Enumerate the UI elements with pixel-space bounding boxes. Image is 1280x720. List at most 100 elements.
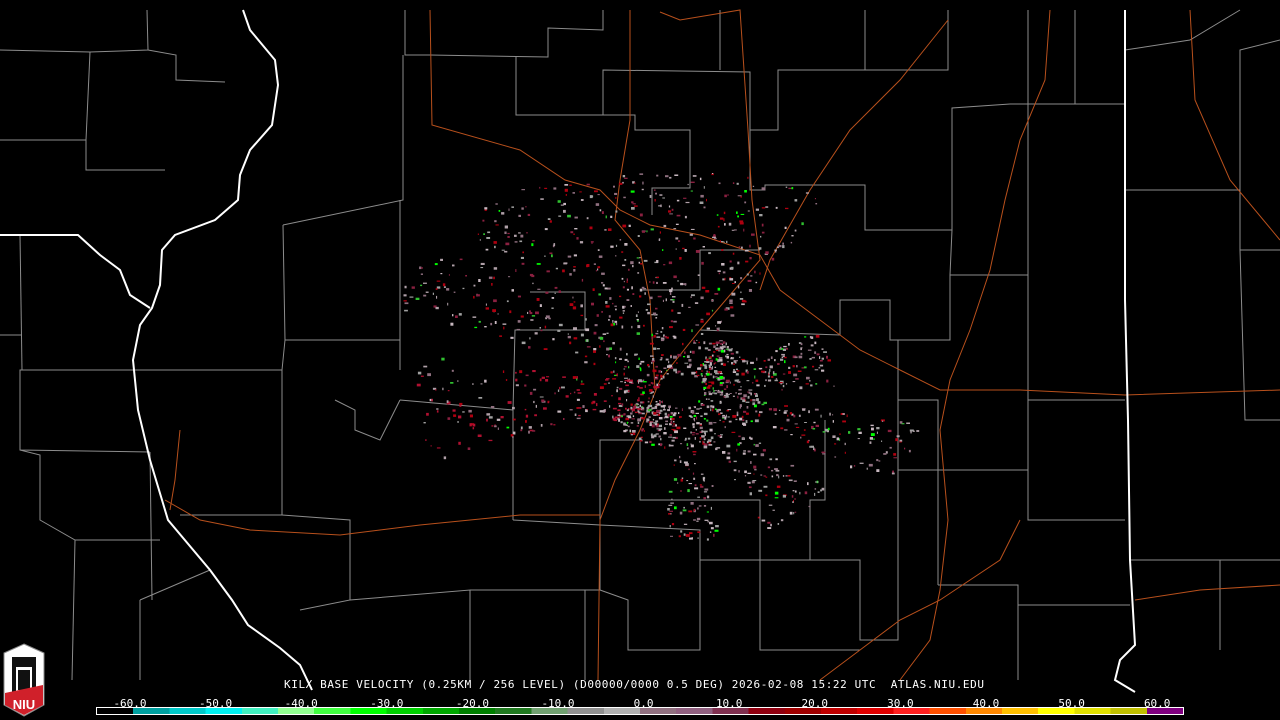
velocity-echo: [726, 240, 728, 243]
velocity-echo: [618, 397, 621, 401]
velocity-echo: [896, 435, 900, 438]
velocity-echo: [697, 367, 702, 370]
velocity-echo: [602, 410, 606, 413]
velocity-echo: [436, 447, 441, 449]
velocity-echo: [649, 392, 653, 394]
velocity-echo: [539, 396, 544, 398]
velocity-echo: [708, 364, 712, 366]
velocity-echo: [673, 336, 677, 339]
velocity-echo: [716, 329, 719, 332]
velocity-echo: [640, 401, 643, 404]
velocity-echo: [724, 426, 726, 429]
velocity-echo: [632, 203, 636, 205]
velocity-echo: [549, 220, 552, 223]
velocity-echo: [722, 417, 724, 419]
velocity-echo: [645, 309, 648, 311]
velocity-echo: [703, 418, 706, 420]
velocity-echo: [772, 509, 775, 511]
velocity-echo: [710, 506, 712, 510]
velocity-echo: [671, 439, 675, 442]
velocity-echo: [651, 407, 655, 410]
velocity-echo: [695, 412, 699, 414]
velocity-echo: [814, 488, 817, 490]
velocity-echo: [668, 444, 671, 447]
velocity-echo: [801, 367, 805, 369]
velocity-echo: [776, 246, 779, 249]
velocity-echo: [834, 456, 837, 458]
highway: [597, 9, 761, 681]
velocity-echo: [731, 292, 736, 296]
velocity-echo: [573, 254, 577, 257]
velocity-echo: [753, 368, 757, 370]
velocity-echo: [661, 354, 664, 356]
velocity-echo: [722, 278, 725, 281]
velocity-echo: [672, 413, 676, 417]
velocity-echo: [585, 318, 587, 321]
velocity-echo: [543, 407, 547, 410]
velocity-echo: [641, 188, 644, 191]
colorbar-tick-label: 50.0: [1058, 697, 1085, 710]
velocity-echo: [485, 248, 489, 251]
velocity-echo: [778, 475, 780, 479]
velocity-echo: [711, 173, 714, 176]
velocity-echo: [694, 487, 699, 490]
velocity-echo: [521, 207, 524, 210]
velocity-echo: [648, 365, 650, 368]
county-border: [859, 400, 899, 641]
velocity-echo: [774, 413, 777, 415]
velocity-echo: [687, 447, 689, 450]
velocity-echo: [467, 447, 471, 450]
velocity-echo: [618, 412, 621, 416]
velocity-echo: [687, 437, 691, 440]
velocity-echo: [723, 211, 726, 215]
velocity-echo: [791, 187, 794, 190]
velocity-echo: [570, 392, 572, 395]
velocity-echo: [726, 409, 729, 412]
velocity-echo: [765, 206, 769, 208]
velocity-echo: [574, 228, 578, 230]
velocity-echo: [515, 378, 518, 382]
velocity-echo: [682, 247, 685, 250]
velocity-echo: [650, 433, 653, 436]
velocity-echo: [677, 372, 679, 374]
velocity-echo: [714, 376, 718, 378]
velocity-echo: [606, 378, 610, 380]
velocity-echo: [637, 311, 639, 313]
velocity-echo: [882, 420, 884, 422]
velocity-echo: [736, 380, 739, 383]
velocity-echo: [605, 379, 609, 381]
velocity-echo: [532, 240, 535, 242]
velocity-echo: [695, 433, 699, 435]
velocity-echo: [708, 252, 711, 255]
velocity-echo: [675, 223, 679, 225]
velocity-echo: [814, 198, 816, 200]
velocity-echo: [820, 414, 822, 418]
velocity-echo: [628, 366, 630, 369]
highways: [164, 9, 1280, 681]
velocity-echo: [618, 402, 622, 405]
velocity-echo: [615, 197, 617, 199]
velocity-echo: [576, 389, 580, 391]
velocity-echo: [750, 461, 752, 464]
velocity-echo: [606, 287, 611, 290]
velocity-echo: [573, 391, 576, 394]
velocity-echo: [630, 305, 632, 307]
velocity-echo: [532, 430, 536, 432]
velocity-echo: [579, 241, 584, 244]
velocity-echo: [693, 237, 696, 240]
velocity-echo: [486, 413, 491, 416]
velocity-echo: [817, 491, 820, 493]
velocity-echo: [812, 365, 815, 368]
velocity-echo: [716, 349, 719, 351]
velocity-echo: [703, 364, 707, 367]
velocity-echo: [748, 289, 752, 292]
velocity-echo: [628, 268, 630, 271]
velocity-echo: [772, 371, 775, 375]
velocity-echo: [736, 182, 739, 185]
velocity-echo: [643, 288, 647, 290]
velocity-echo: [601, 282, 604, 284]
velocity-echo: [473, 284, 476, 287]
velocity-echo: [435, 306, 439, 310]
velocity-echo: [643, 430, 645, 432]
velocity-echo: [717, 225, 720, 228]
